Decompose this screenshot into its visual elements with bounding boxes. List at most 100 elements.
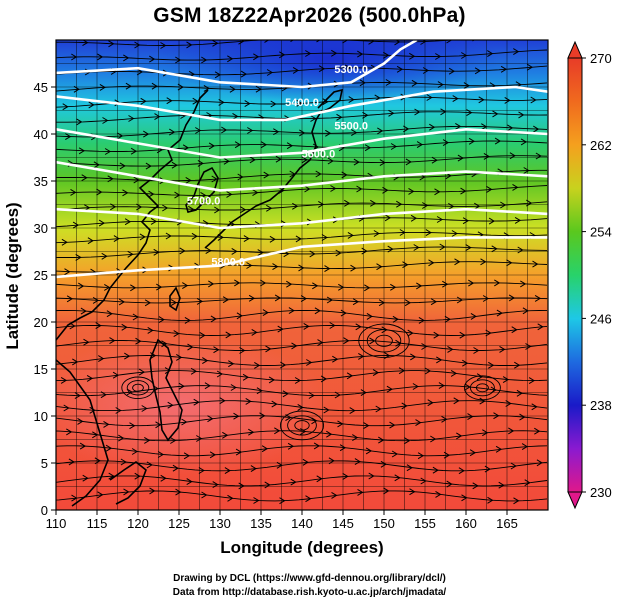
streamline-arrow — [349, 407, 356, 415]
streamline-arrow — [244, 100, 251, 108]
streamline-arrow — [149, 55, 156, 63]
streamline-arrow — [119, 162, 126, 170]
streamline-arrow — [153, 248, 160, 256]
streamline-arrow — [127, 250, 134, 258]
streamline-arrow — [226, 190, 233, 198]
streamline-arrow — [200, 191, 207, 199]
streamline-arrow — [173, 330, 180, 338]
x-tick-label: 110 — [46, 516, 67, 531]
streamline-arrow — [304, 185, 311, 193]
streamline-arrow — [132, 313, 139, 321]
streamline-arrow — [212, 40, 219, 47]
streamline-arrow — [294, 377, 302, 384]
streamline-arrow — [403, 125, 410, 133]
streamline-arrow — [357, 488, 364, 496]
streamline-arrow — [123, 54, 130, 62]
streamline-arrow — [420, 40, 427, 45]
streamline-arrow — [113, 235, 120, 243]
streamline-arrow — [342, 40, 349, 44]
streamline-arrow — [525, 343, 532, 350]
streamline — [56, 155, 548, 167]
streamline — [56, 125, 548, 138]
streamline-arrow — [87, 237, 94, 245]
streamline-arrow — [109, 337, 116, 345]
streamline-arrow — [321, 234, 328, 241]
streamline — [56, 475, 548, 487]
x-tick-label: 165 — [496, 516, 518, 531]
streamline-arrow — [418, 316, 425, 324]
streamline-arrow — [247, 127, 254, 134]
streamline-arrow — [514, 216, 522, 224]
streamline-arrow — [141, 405, 148, 412]
streamline-arrow — [352, 434, 359, 442]
streamline-arrow — [92, 296, 100, 304]
streamline-arrow — [155, 421, 162, 429]
streamline-arrow — [518, 111, 525, 119]
streamline — [56, 231, 548, 244]
vortex-streamline — [287, 415, 317, 436]
streamline-arrow — [370, 199, 377, 207]
vortex-streamline — [358, 323, 410, 359]
x-tick-label: 135 — [250, 516, 272, 531]
streamline-arrow — [346, 372, 354, 380]
streamline-arrow — [404, 299, 412, 307]
streamline-arrow — [487, 496, 494, 504]
streamline-arrow — [263, 171, 270, 179]
streamline-arrow — [462, 359, 469, 367]
streamline-arrow — [410, 353, 417, 361]
streamline-arrow — [514, 361, 521, 369]
streamline-arrow — [178, 382, 185, 390]
streamline-arrow — [72, 221, 80, 229]
streamline-arrow — [448, 67, 456, 75]
streamline-arrow — [104, 148, 112, 155]
streamline-arrow — [86, 374, 94, 382]
streamline-arrow — [136, 203, 143, 211]
streamline-arrow — [274, 294, 282, 302]
streamline-arrow — [228, 360, 235, 368]
streamline-arrow — [399, 229, 406, 236]
geopotential-contours — [56, 40, 548, 279]
streamline-arrow — [192, 97, 199, 105]
streamline-arrow — [145, 162, 152, 170]
streamline-arrow — [436, 216, 444, 223]
streamline-arrow — [421, 343, 428, 350]
streamline-arrow — [147, 326, 154, 334]
x-tick-label: 155 — [414, 516, 436, 531]
streamline — [56, 201, 548, 211]
streamline-arrow — [478, 96, 485, 104]
streamline-arrow — [238, 482, 245, 490]
streamline — [56, 49, 548, 61]
streamline-arrow — [75, 253, 82, 261]
streamline-arrow — [430, 435, 437, 443]
x-tick-label: 160 — [455, 516, 477, 531]
streamline-arrow — [61, 238, 68, 246]
streamline-arrow — [343, 337, 350, 345]
streamline-arrow — [334, 391, 341, 399]
streamline-arrow — [260, 141, 268, 149]
streamline-arrow — [224, 467, 231, 475]
streamline-arrow — [502, 376, 510, 384]
streamline-arrow — [481, 123, 488, 131]
streamline-arrow — [214, 71, 222, 79]
streamline-arrow — [210, 315, 217, 323]
streamline-arrow — [97, 53, 104, 61]
streamline-arrow — [465, 244, 472, 252]
warm-core-region — [56, 335, 330, 475]
streamline-arrow — [504, 96, 511, 104]
streamline-arrow — [103, 420, 110, 428]
streamline-arrow — [82, 474, 89, 482]
streamline-arrow — [433, 331, 440, 339]
coastline-philippines — [149, 338, 183, 442]
streamline-arrow — [396, 200, 403, 208]
streamline-arrow — [519, 413, 526, 421]
streamline-arrow — [177, 83, 184, 91]
colorbar-bottom-triangle — [567, 491, 583, 510]
map-title: GSM 18Z22Apr2026 (500.0hPa) — [153, 4, 466, 27]
streamline-arrow — [176, 353, 183, 361]
streamline-arrow — [409, 52, 416, 60]
streamline-arrow — [208, 142, 216, 150]
streamline-arrow — [378, 436, 385, 444]
colorbar-fill — [567, 57, 583, 493]
streamline-arrow — [474, 202, 481, 210]
streamline-arrow — [144, 436, 151, 444]
